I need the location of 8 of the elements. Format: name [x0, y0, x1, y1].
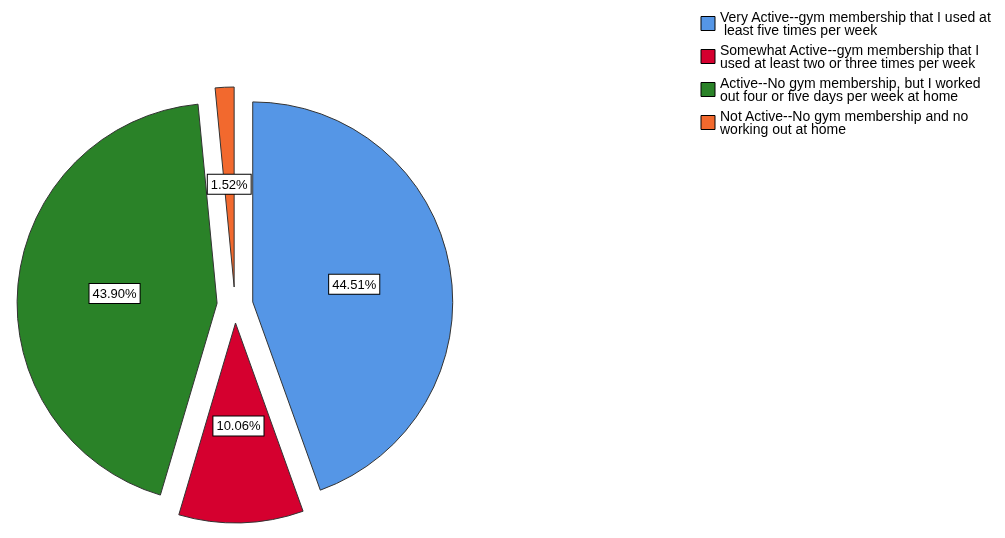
data-label: 43.90%: [92, 285, 138, 301]
legend-label: Not Active--No gym membership and no working out at home: [719, 108, 973, 137]
legend-label: Somewhat Active--gym membership that I used at least two or three times per week: [720, 42, 983, 71]
legend-label: Very Active--gym membership that I used at least five times per week: [720, 9, 991, 38]
data-label: 1.52%: [210, 176, 249, 192]
legend-label: Active--No gym membership, but I worked out four or five days per week at home: [720, 75, 985, 104]
data-label: 10.06%: [216, 418, 261, 434]
data-label: 44.51%: [332, 276, 377, 292]
